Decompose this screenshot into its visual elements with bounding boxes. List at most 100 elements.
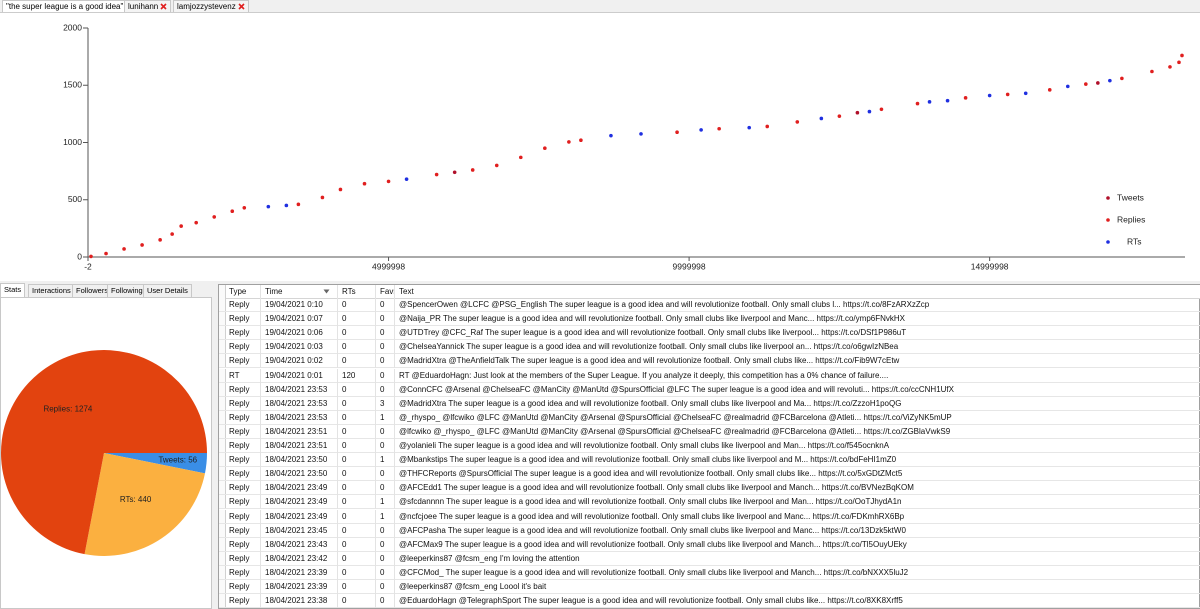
table-row[interactable]: Reply 18/04/2021 23:49 0 1 @ncfcjoee The sup… [219,509,1200,524]
side-tab[interactable]: Stats [0,283,26,298]
table-cell: Reply [225,580,261,594]
table-row[interactable]: Reply 18/04/2021 23:49 0 0 @AFCEdd1 The supe… [219,481,1200,496]
table-cell: 0 [376,340,395,355]
legend-label: Tweets [1117,192,1144,202]
pie-slice [104,453,207,474]
row-gutter [219,410,226,424]
side-tab[interactable]: Following [107,284,147,297]
column-header[interactable]: RTs [338,285,376,298]
table-row[interactable]: Reply 18/04/2021 23:39 0 0 @leeperkins87 @fc… [219,580,1200,595]
sort-arrow[interactable] [323,289,330,294]
table-cell: 18/04/2021 23:39 [261,565,338,580]
table-cell: 18/04/2021 23:49 [261,509,338,524]
table-row[interactable]: Reply 18/04/2021 23:49 0 1 @sfcdannnn The su… [219,495,1200,510]
row-gutter [219,396,226,410]
y-tick-label: 500 [68,194,82,204]
table-cell: @Naija_PR The super league is a good ide… [395,312,1200,326]
side-tab[interactable]: User Details [143,284,192,297]
table-cell: 0 [376,312,395,327]
table-row[interactable]: Reply 18/04/2021 23:53 0 0 @ConnCFC @Arsenal… [219,382,1200,397]
pie-slice [84,453,205,556]
document-tabs: "the super league is a good idea" luniha… [0,0,1200,12]
table-row[interactable]: Reply 19/04/2021 0:03 0 0 @ChelseaYannick Th… [219,340,1200,355]
table-cell: @yolanieli The super league is a good id… [395,439,1200,453]
stats-panel: Tweets: 56 RTs: 440 Replies: 1274 [0,297,212,609]
table-cell: 18/04/2021 23:51 [261,424,338,439]
table-row[interactable]: Reply 18/04/2021 23:50 0 0 @THFCReports @Spu… [219,467,1200,482]
point [927,100,932,104]
table-row[interactable]: Reply 18/04/2021 23:39 0 0 @CFCMod_ The supe… [219,565,1200,580]
point [837,114,842,118]
table-cell: 0 [338,396,376,411]
point [338,187,343,192]
point [1150,69,1154,74]
table-cell: @THFCReports @SpursOfficial The super le… [395,467,1200,481]
table-cell: Reply [225,509,261,524]
row-gutter [219,298,226,312]
document-tab[interactable]: lunihann [124,0,172,12]
point [1023,91,1028,96]
table-row[interactable]: Reply 18/04/2021 23:53 0 1 @_rhyspo_ @lfcwik… [219,410,1200,425]
table-cell: Reply [225,495,261,510]
row-gutter [219,382,226,396]
close-icon[interactable] [238,3,245,10]
document-tab[interactable]: lamjozzystevenz [173,0,249,12]
legend-marker [1106,218,1110,222]
point [104,251,108,256]
column-header[interactable]: Type [225,285,261,298]
table-cell: 0 [376,298,395,312]
table-cell: @SpencerOwen @LCFC @PSG_English The supe… [395,298,1200,312]
table-cell: @AFCMax9 The super league is a good idea… [395,538,1200,552]
table-cell: 18/04/2021 23:43 [261,537,338,552]
table-row[interactable]: Reply 18/04/2021 23:43 0 0 @AFCMax9 The supe… [219,537,1200,552]
table-cell: @ChelseaYannick The super league is a go… [395,340,1200,354]
column-header[interactable]: Time [261,285,338,298]
table-row[interactable]: Reply 18/04/2021 23:42 0 0 @leeperkins87 @fc… [219,551,1200,566]
point [867,109,872,114]
table-cell: 19/04/2021 0:07 [261,312,338,327]
table-cell: 18/04/2021 23:53 [261,410,338,425]
table-cell: 18/04/2021 23:39 [261,580,338,594]
table-row[interactable]: RT 19/04/2021 0:01 120 0 RT @EduardoHagn: Ju… [219,368,1200,383]
table-row[interactable]: Reply 19/04/2021 0:07 0 0 @Naija_PR The supe… [219,312,1200,327]
table-row[interactable]: Reply 18/04/2021 23:51 0 0 @yolanieli The su… [219,439,1200,454]
table-row[interactable]: Reply 19/04/2021 0:06 0 0 @UTDTrey @CFC_Raf … [219,326,1200,341]
y-tick-label: 2000 [63,22,82,32]
side-tab[interactable]: Interactions [28,284,75,297]
table-cell: 0 [338,551,376,566]
table-cell: 18/04/2021 23:42 [261,551,338,566]
table-row[interactable]: Reply 18/04/2021 23:50 0 1 @Mbankstips The s… [219,453,1200,468]
table-cell: 1 [376,495,395,510]
table-cell: 0 [338,439,376,453]
table-row[interactable]: Reply 18/04/2021 23:38 0 0 @EduardoHagn @Tel… [219,594,1200,609]
table-row[interactable]: Reply 18/04/2021 23:45 0 0 @AFCPasha The sup… [219,523,1200,538]
column-header[interactable]: Text [395,285,1200,298]
row-gutter [219,565,226,579]
table-cell: 18/04/2021 23:53 [261,382,338,397]
table-cell: 18/04/2021 23:50 [261,453,338,468]
row-gutter [219,354,226,368]
slice-label: RTs: 440 [120,495,152,504]
table-cell: RT [225,368,261,383]
table-row[interactable]: Reply 18/04/2021 23:51 0 0 @lfcwiko @_rhyspo… [219,424,1200,439]
point [194,220,198,225]
table-cell: Reply [225,410,261,425]
point [945,98,950,103]
table-cell: Reply [225,467,261,482]
close-icon[interactable] [160,3,167,10]
point [470,168,475,172]
table-cell: 19/04/2021 0:10 [261,298,338,312]
document-tab[interactable]: "the super league is a good idea" [2,0,137,12]
table-cell: 0 [338,565,376,580]
table-cell: 0 [338,594,376,609]
table-cell: 0 [338,424,376,439]
row-gutter [219,481,226,495]
table-row[interactable]: Reply 19/04/2021 0:10 0 0 @SpencerOwen @LCFC… [219,298,1200,313]
table-row[interactable]: Reply 19/04/2021 0:02 0 0 @MadridXtra @TheAn… [219,354,1200,369]
point [855,110,860,115]
column-header[interactable]: Favs [376,285,395,298]
point [434,172,439,177]
point [170,232,174,236]
table-row[interactable]: Reply 18/04/2021 23:53 0 3 @MadridXtra The s… [219,396,1200,411]
